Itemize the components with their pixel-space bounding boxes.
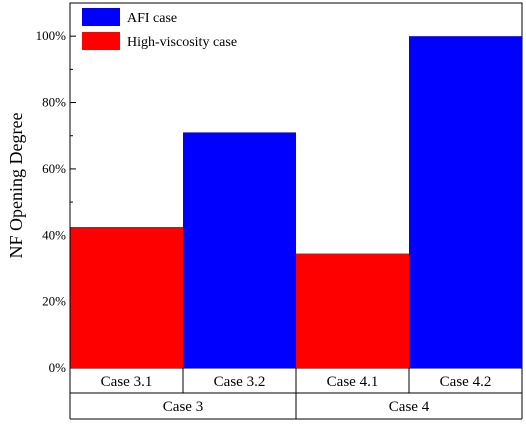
- y-tick-label: 100%: [36, 28, 67, 43]
- category-label: Case 4.2: [440, 374, 492, 390]
- legend: AFI case High-viscosity case: [82, 8, 237, 50]
- y-tick-label: 40%: [42, 227, 66, 242]
- y-tick-label: 80%: [42, 95, 66, 110]
- bar-case-3-1: [70, 226, 183, 368]
- category-label: Case 3.1: [101, 374, 153, 390]
- legend-label-afi: AFI case: [127, 11, 177, 26]
- group-label: Case 4: [389, 399, 430, 415]
- bar-case-4-2: [409, 36, 522, 368]
- bar-case-3-2: [183, 132, 296, 368]
- bar-case-4-1: [296, 253, 409, 368]
- group-label: Case 3: [163, 399, 203, 415]
- bars-layer: [69, 3, 522, 368]
- legend-swatch-high-viscosity: [82, 32, 120, 50]
- y-tick-label: 20%: [42, 294, 66, 309]
- category-table: Case 3.1 Case 3.2 Case 4.1 Case 4.2 Case 3 Ca…: [69, 368, 523, 420]
- legend-swatch-afi: [82, 8, 120, 26]
- legend-label-high-viscosity: High-viscosity case: [127, 35, 237, 50]
- category-label: Case 3.2: [214, 374, 266, 390]
- y-tick-label: 60%: [42, 161, 66, 176]
- y-tick-label: 0%: [49, 360, 67, 375]
- y-axis-title: NF Opening Degree: [6, 113, 26, 259]
- category-label: Case 4.1: [327, 374, 379, 390]
